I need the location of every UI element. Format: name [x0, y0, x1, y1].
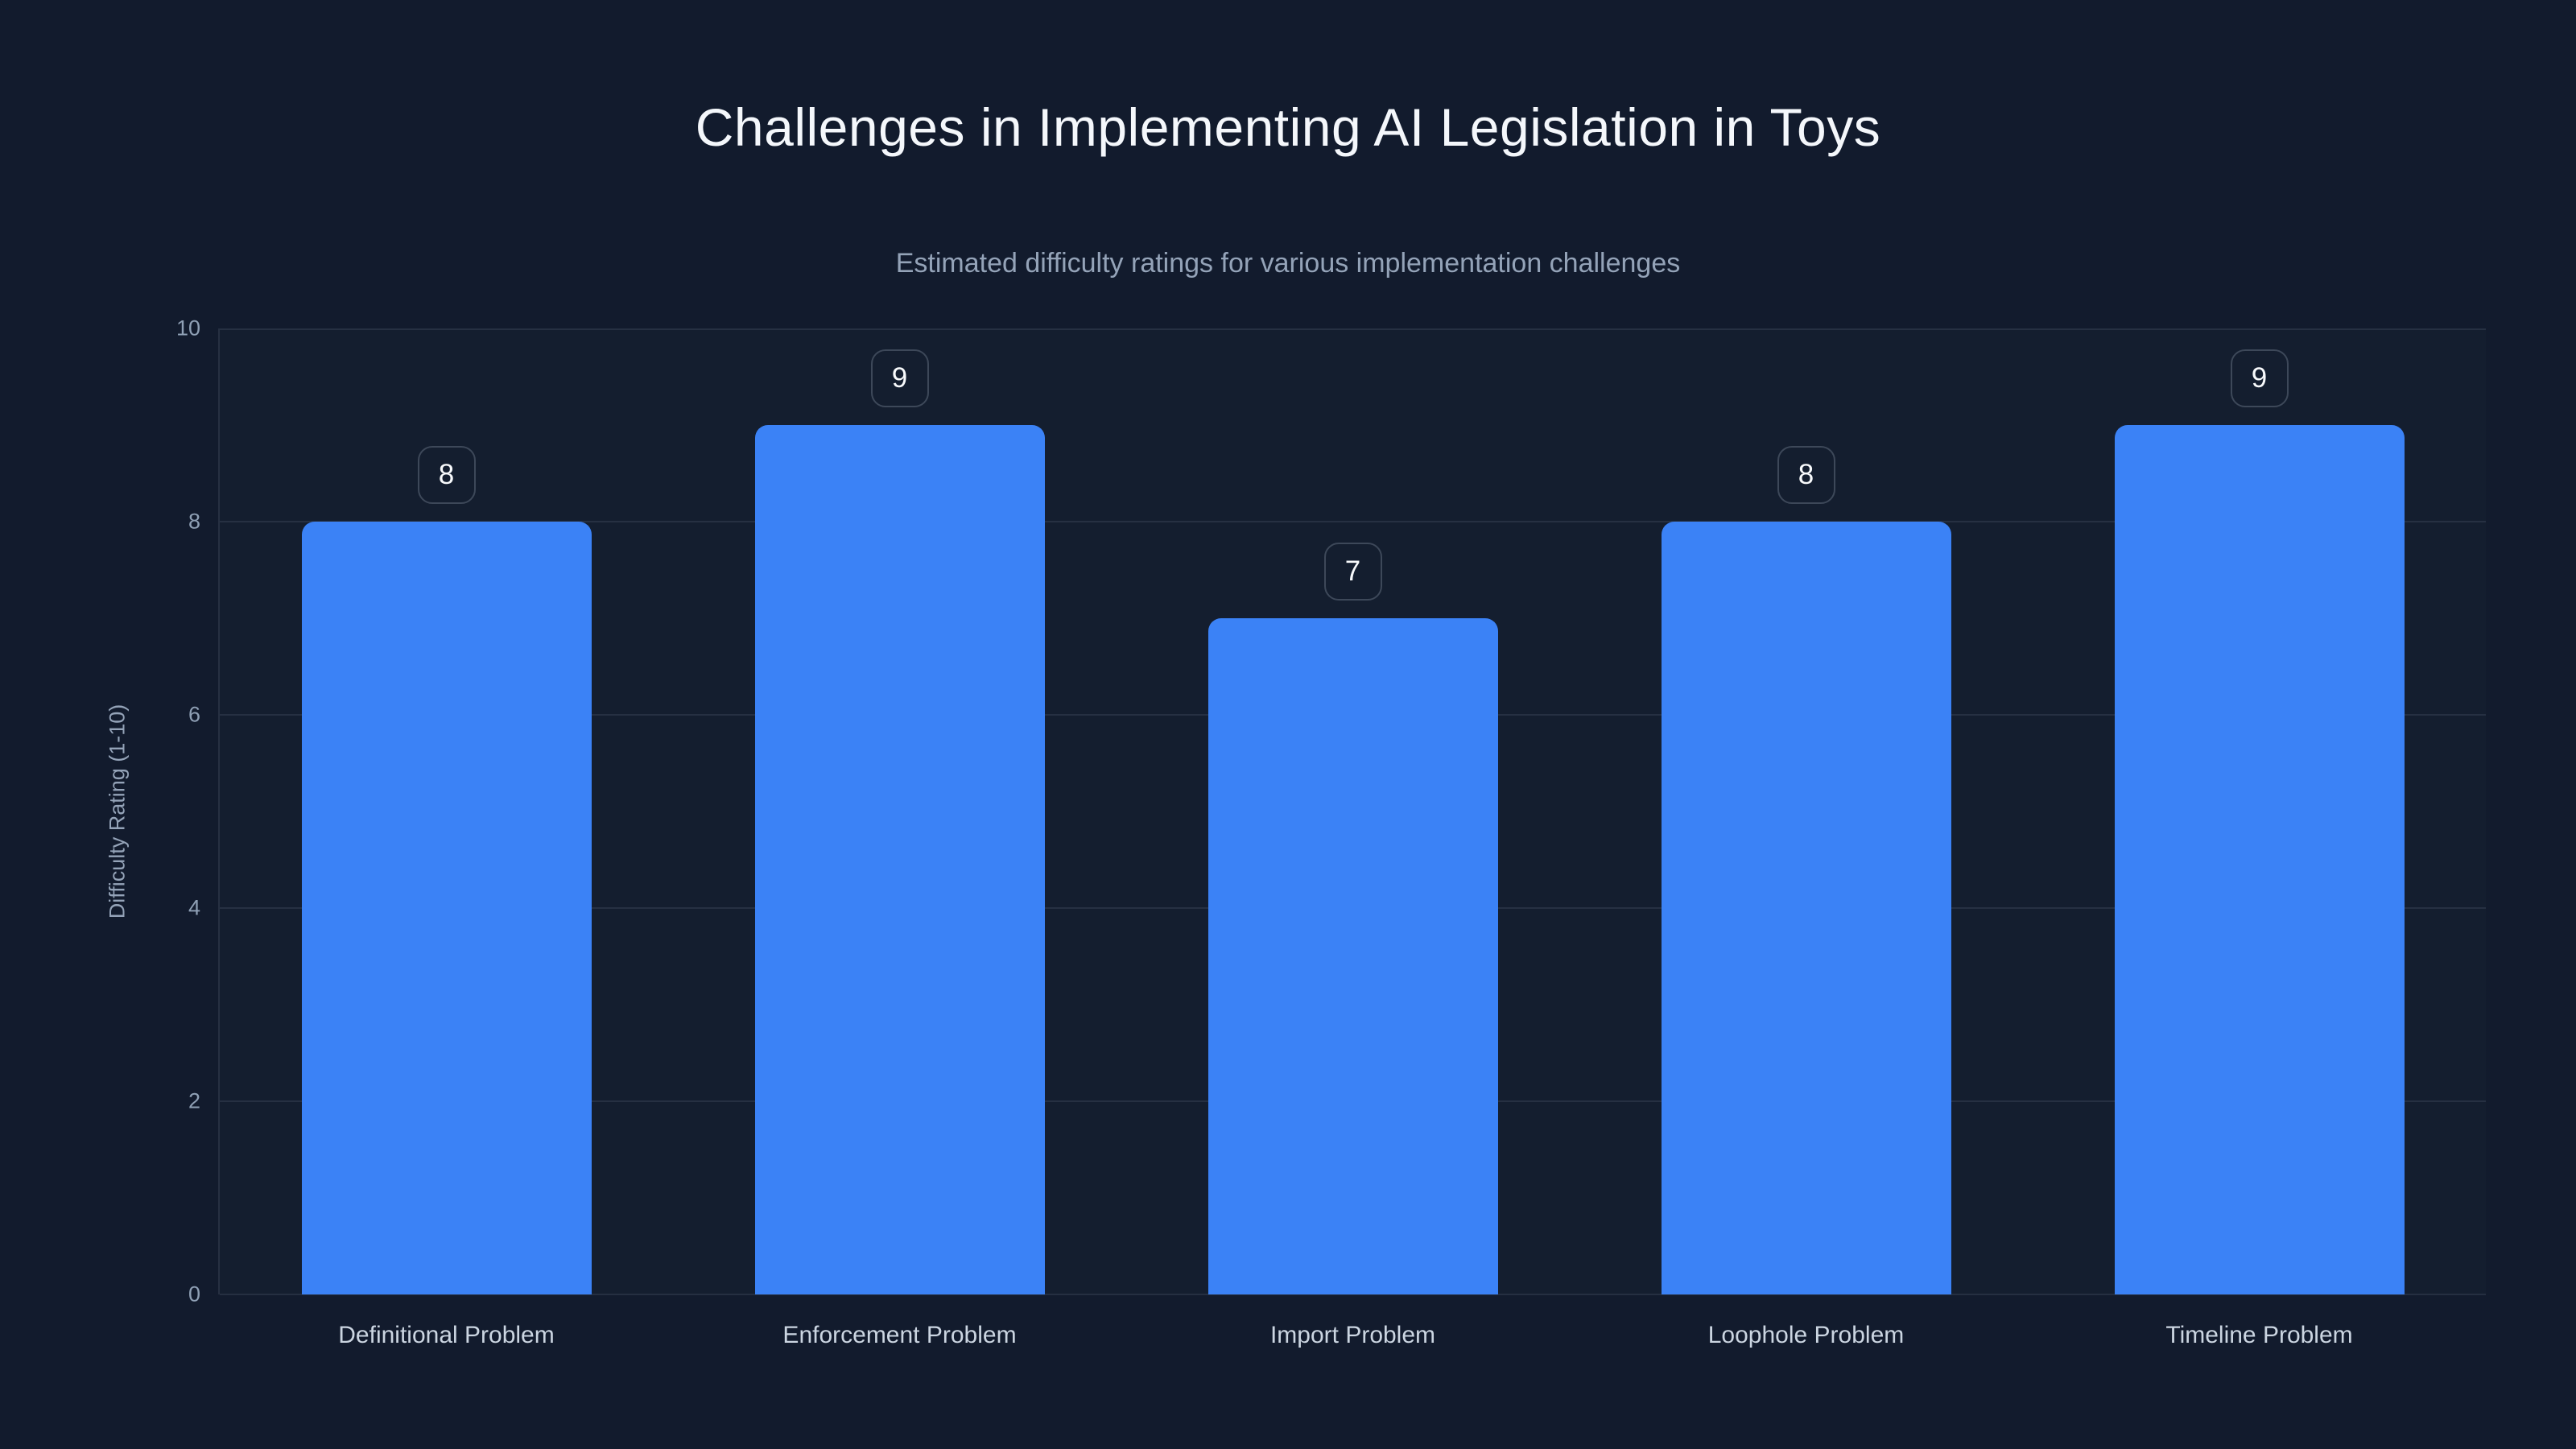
x-axis-label: Import Problem	[1269, 1322, 1436, 1348]
value-badge: 8	[1777, 446, 1835, 504]
x-axis-label: Timeline Problem	[2165, 1322, 2353, 1348]
chart-subtitle: Estimated difficulty ratings for various…	[895, 248, 1681, 279]
value-badge: 9	[870, 349, 929, 407]
bar-column: 9 Enforcement Problem	[673, 328, 1126, 1348]
y-axis-title: Difficulty Rating (1-10)	[105, 704, 130, 919]
bar-column: 7 Import Problem	[1126, 328, 1579, 1348]
bar-column: 8 Loophole Problem	[1579, 328, 2033, 1348]
chart-title: Challenges in Implementing AI Legislatio…	[695, 97, 1881, 157]
bar	[2114, 425, 2405, 1294]
y-tick-label: 6	[188, 702, 200, 727]
y-tick-label: 8	[188, 509, 200, 534]
value-badge: 9	[2230, 349, 2289, 407]
y-tick-label: 10	[175, 316, 200, 341]
y-tick-label: 2	[188, 1088, 200, 1113]
value-badge: 7	[1323, 543, 1382, 601]
x-axis-label: Definitional Problem	[338, 1322, 555, 1348]
bar-column: 9 Timeline Problem	[2033, 328, 2486, 1348]
x-axis-label: Loophole Problem	[1707, 1322, 1905, 1348]
bar	[754, 425, 1045, 1294]
gridline	[220, 328, 2486, 330]
gridline	[220, 1294, 2486, 1295]
gridline	[220, 521, 2486, 522]
bar-column: 8 Definitional Problem	[220, 328, 673, 1348]
y-tick-label: 0	[188, 1282, 200, 1307]
bar	[1661, 522, 1951, 1294]
y-tick-label: 4	[188, 895, 200, 920]
value-badge: 8	[417, 446, 476, 504]
bar	[1208, 618, 1498, 1294]
plot-area: 0 2 4 6 8 10 8 Definitional Problem 9 Enforcement…	[176, 317, 2486, 1348]
x-axis-label: Enforcement Problem	[782, 1322, 1017, 1348]
bar	[301, 522, 592, 1294]
